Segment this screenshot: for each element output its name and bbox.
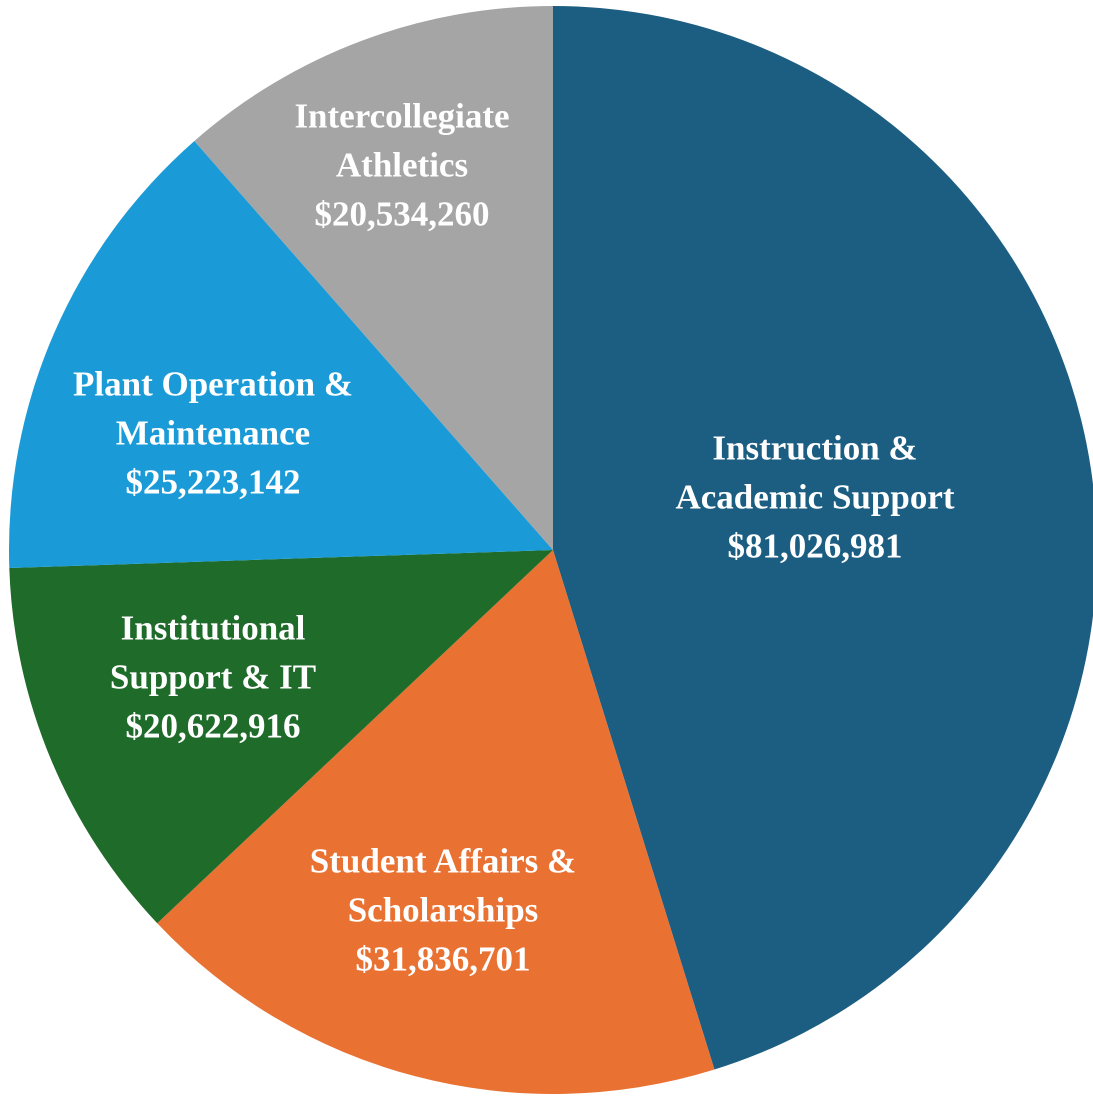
pie-slice [9,140,554,569]
value-label: $81,026,981 [727,526,903,566]
slice-label: Institutional Support & IT $20,622,916 [81,604,346,751]
value-label: $20,534,260 [314,194,490,234]
pie-slice [157,550,715,1094]
category-label: Institutional Support & IT [109,608,317,697]
value-label: $20,622,916 [125,706,301,746]
value-label: $25,223,142 [125,462,301,502]
category-label: Plant Operation & Maintenance [73,364,353,453]
pie-slice [9,550,554,924]
pie-slice [194,6,553,550]
slice-label: Plant Operation & Maintenance $25,223,142 [48,360,378,507]
slice-label: Student Affairs & Scholarships $31,836,70… [258,837,628,984]
category-label: Intercollegiate Athletics [294,96,510,185]
pie-slice [553,6,1093,1070]
slice-label: Intercollegiate Athletics $20,534,260 [247,92,557,239]
value-label: $31,836,701 [355,939,531,979]
category-label: Student Affairs & Scholarships [309,841,577,930]
category-label: Instruction & Academic Support [675,428,955,517]
slice-label: Instruction & Academic Support $81,026,98… [670,424,960,571]
